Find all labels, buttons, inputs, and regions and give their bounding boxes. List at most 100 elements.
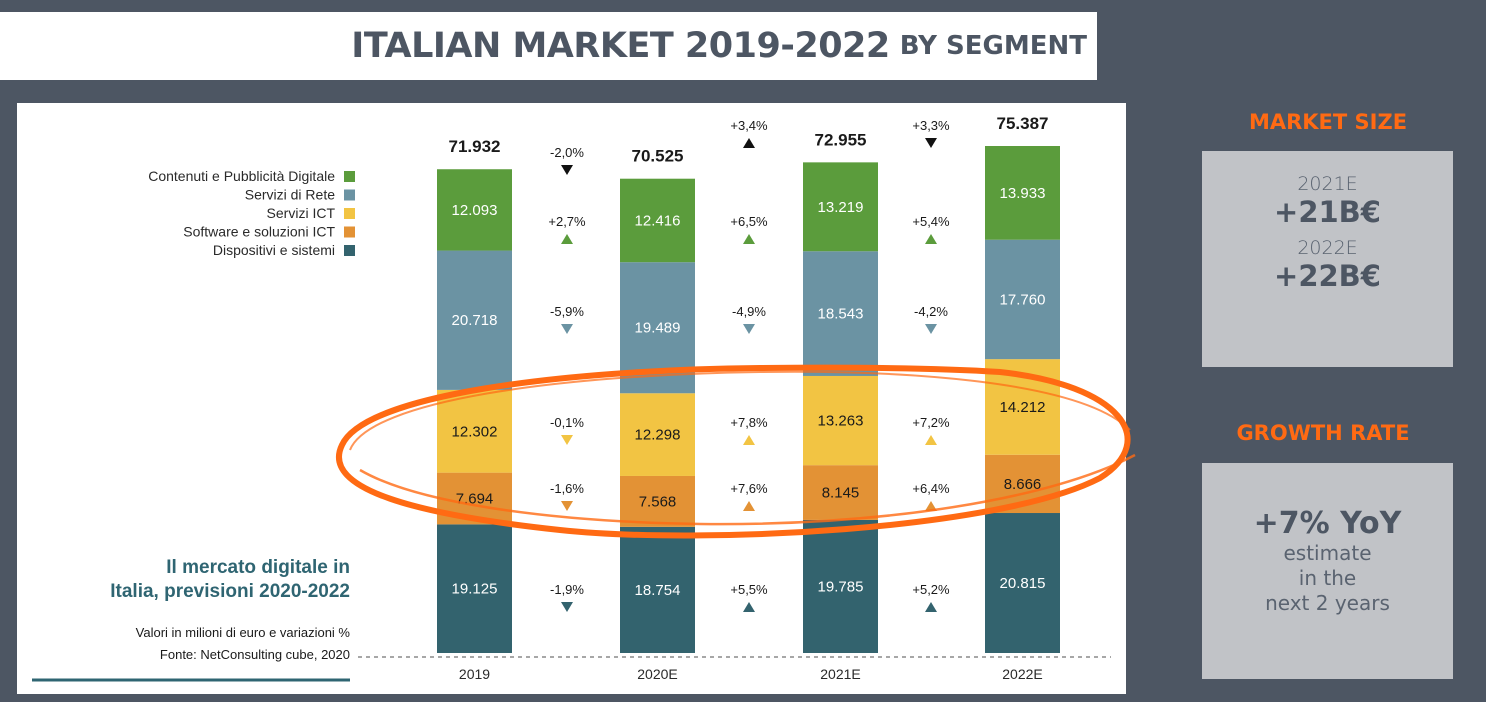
legend-swatch	[344, 171, 355, 182]
segment-value-label: 18.754	[635, 582, 681, 599]
segment-value-label: 13.263	[818, 413, 864, 430]
legend-label: Dispositivi e sistemi	[213, 242, 335, 258]
segment-change-arrow	[561, 602, 573, 612]
segment-change-label: -4,9%	[732, 304, 766, 319]
growth-rate-box: +7% YoY estimate in the next 2 years	[1202, 463, 1453, 679]
legend-swatch	[344, 226, 355, 238]
segment-change-arrow	[925, 501, 937, 511]
segment-value-label: 17.760	[1000, 291, 1046, 308]
segment-change-label: +5,5%	[730, 582, 768, 597]
bar-segment	[803, 375, 878, 466]
legend-label: Servizi di Rete	[245, 187, 335, 203]
total-change-arrow	[925, 138, 937, 148]
segment-value-label: 14.212	[1000, 399, 1046, 416]
chart-labels: 19.1257.69412.30220.71812.09371.93218.75…	[449, 114, 1049, 599]
segment-change-arrow	[743, 602, 755, 612]
total-value-label: 75.387	[997, 114, 1049, 133]
total-change-arrow	[743, 138, 755, 148]
total-change-arrow	[561, 165, 573, 175]
market-size-year-2: 2022E	[1297, 237, 1358, 259]
legend-swatch	[344, 245, 355, 256]
bar-segment	[620, 178, 695, 263]
segment-change-arrow	[743, 234, 755, 244]
segment-change-label: -1,6%	[550, 481, 584, 496]
segment-value-label: 13.219	[818, 199, 864, 216]
segment-change-label: +7,8%	[730, 415, 768, 430]
bar-segment	[985, 513, 1060, 653]
segment-change-arrow	[743, 435, 755, 445]
bar-segment	[437, 389, 512, 473]
segment-change-label: -0,1%	[550, 415, 584, 430]
chart-legend: Contenuti e Pubblicità Digitale Servizi d…	[148, 168, 355, 258]
segment-change-arrow	[561, 324, 573, 334]
bar-segment	[985, 146, 1060, 240]
chart-note: Valori in milioni di euro e variazioni %	[136, 625, 351, 640]
market-size-box: 2021E +21B€ 2022E +22B€	[1202, 151, 1453, 367]
bar-segment	[437, 169, 512, 251]
page-title: ITALIAN MARKET 2019-2022	[351, 26, 890, 66]
segment-value-label: 19.125	[452, 581, 498, 598]
legend-label: Software e soluzioni ICT	[183, 224, 335, 240]
segment-value-label: 18.543	[818, 306, 864, 323]
segment-change-arrow	[925, 324, 937, 334]
chart-source: Fonte: NetConsulting cube, 2020	[160, 647, 350, 662]
title-banner: ITALIAN MARKET 2019-2022 BY SEGMENT	[0, 12, 1097, 80]
x-tick-label: 2019	[459, 666, 490, 682]
bar-segment	[803, 162, 878, 252]
segment-change-label: +6,5%	[730, 214, 768, 229]
total-change-label: +3,4%	[730, 118, 768, 133]
chart-caption: Il mercato digitale in Italia, previsioni…	[32, 557, 351, 682]
segment-change-arrow	[925, 234, 937, 244]
segment-value-label: 12.302	[452, 423, 498, 440]
market-size-year-1: 2021E	[1297, 173, 1358, 195]
total-value-label: 71.932	[449, 137, 501, 156]
segment-change-arrow	[925, 435, 937, 445]
page-subtitle: BY SEGMENT	[899, 31, 1087, 61]
chart-changes: -2,0% +3,4% +3,3% +2,7% +6,5% +5,4% -5,9% -4,9%…	[548, 118, 950, 612]
segment-value-label: 19.489	[635, 320, 681, 337]
bar-segment	[620, 393, 695, 476]
bar-segment	[803, 519, 878, 653]
bar-segment	[437, 250, 512, 390]
segment-change-label: +5,2%	[912, 582, 950, 597]
segment-value-label: 7.568	[639, 493, 677, 510]
segment-change-arrow	[743, 501, 755, 511]
bar-segment	[620, 526, 695, 653]
bar-segment	[437, 524, 512, 653]
ellipse-stroke-texture	[349, 370, 1131, 451]
growth-rate-line-1: estimate	[1283, 541, 1372, 565]
chart-title-line: Il mercato digitale in	[166, 557, 350, 578]
segment-value-label: 8.666	[1004, 476, 1042, 493]
total-change-label: +3,3%	[912, 118, 950, 133]
segment-value-label: 8.145	[822, 485, 860, 502]
segment-change-label: -1,9%	[550, 582, 584, 597]
segment-value-label: 20.815	[1000, 575, 1046, 592]
segment-value-label: 19.785	[818, 578, 864, 595]
segment-change-arrow	[925, 602, 937, 612]
total-change-label: -2,0%	[550, 145, 584, 160]
x-tick-label: 2020E	[637, 666, 677, 682]
legend-label: Servizi ICT	[267, 205, 336, 221]
segment-change-label: +7,2%	[912, 415, 950, 430]
growth-rate-line-2: in the	[1298, 566, 1357, 590]
segment-change-arrow	[561, 501, 573, 511]
chart-title-line: Italia, previsioni 2020-2022	[110, 581, 350, 602]
total-value-label: 72.955	[815, 130, 867, 149]
ellipse-stroke	[336, 364, 1131, 539]
total-value-label: 70.525	[632, 147, 684, 166]
segment-change-label: +6,4%	[912, 481, 950, 496]
legend-swatch	[344, 208, 355, 219]
x-tick-label: 2022E	[1002, 666, 1042, 682]
segment-value-label: 20.718	[452, 312, 498, 329]
highlight-ellipse	[336, 364, 1136, 539]
legend-label: Contenuti e Pubblicità Digitale	[148, 168, 335, 184]
legend-swatch	[344, 189, 355, 201]
x-axis: 2019 2020E 2021E 2022E	[358, 656, 1111, 682]
segment-change-arrow	[561, 234, 573, 244]
market-size-value-2: +22B€	[1274, 259, 1381, 293]
segment-change-label: -4,2%	[914, 304, 948, 319]
bar-segment	[985, 239, 1060, 360]
segment-value-label: 12.093	[452, 202, 498, 219]
market-size-value-1: +21B€	[1274, 195, 1381, 229]
